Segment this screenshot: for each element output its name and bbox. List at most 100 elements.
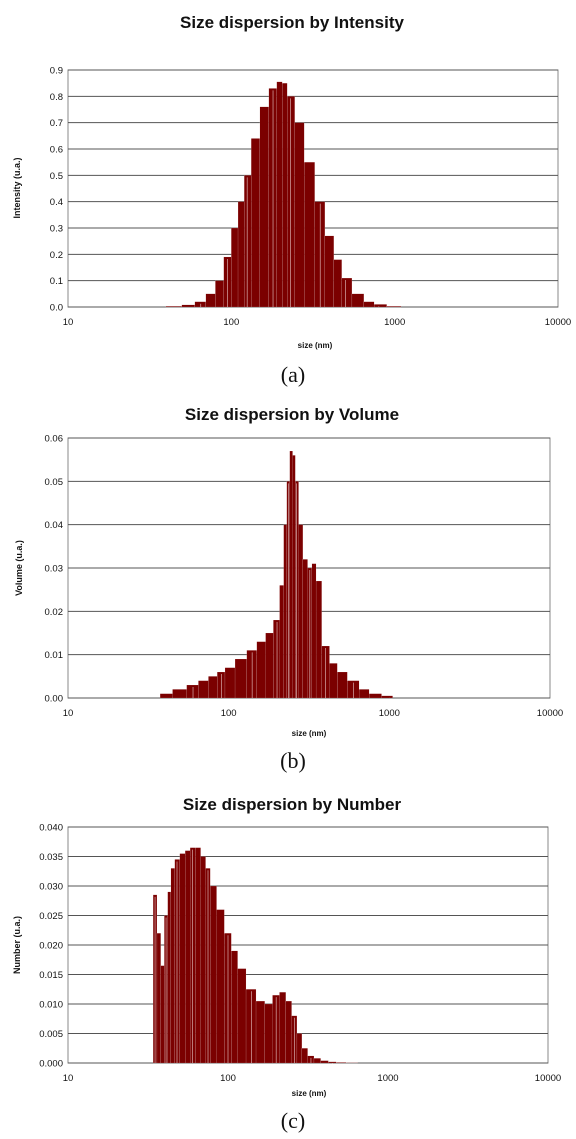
bar bbox=[245, 989, 257, 1064]
bar bbox=[336, 1062, 347, 1064]
bar bbox=[167, 891, 171, 1064]
y-tick-label: 0.030 bbox=[39, 882, 63, 893]
bar bbox=[315, 580, 322, 699]
bar bbox=[224, 667, 236, 699]
bar bbox=[314, 201, 325, 308]
y-tick-label: 0.020 bbox=[39, 941, 63, 952]
bar bbox=[179, 853, 186, 1064]
x-axis-label: size (nm) bbox=[292, 729, 327, 738]
y-tick-label: 0.1 bbox=[50, 276, 63, 287]
bar bbox=[170, 868, 175, 1064]
x-tick-label: 10000 bbox=[535, 1073, 561, 1084]
y-tick-label: 0.03 bbox=[45, 564, 64, 575]
bars bbox=[165, 81, 402, 308]
bar bbox=[333, 259, 342, 308]
y-tick-label: 0.9 bbox=[50, 66, 63, 77]
bar bbox=[285, 1000, 292, 1064]
bar bbox=[208, 676, 218, 699]
bar bbox=[231, 227, 239, 308]
bar bbox=[359, 689, 370, 699]
panel-label: (c) bbox=[281, 1108, 305, 1133]
x-tick-label: 1000 bbox=[379, 708, 400, 719]
bar bbox=[292, 455, 296, 699]
y-tick-label: 0.035 bbox=[39, 852, 63, 863]
chart-volume: Size dispersion by Volume 0.000.010.020.… bbox=[14, 405, 563, 773]
bar bbox=[165, 306, 182, 308]
y-tick-label: 0.02 bbox=[45, 607, 64, 618]
y-tick-label: 0.05 bbox=[45, 477, 64, 488]
bar bbox=[160, 693, 173, 699]
bar bbox=[283, 524, 287, 699]
y-tick-label: 0.040 bbox=[39, 823, 63, 834]
y-tick-label: 0.6 bbox=[50, 145, 63, 156]
bar bbox=[198, 680, 209, 699]
bar bbox=[296, 1033, 303, 1064]
bar bbox=[301, 1048, 308, 1064]
bar bbox=[386, 306, 402, 308]
bar bbox=[311, 563, 317, 699]
bar bbox=[302, 559, 308, 699]
bar bbox=[337, 671, 348, 699]
y-tick-label: 0.06 bbox=[45, 434, 64, 445]
y-tick-label: 0.8 bbox=[50, 92, 63, 103]
bar bbox=[185, 850, 191, 1064]
bar bbox=[256, 641, 266, 699]
bar bbox=[215, 280, 224, 308]
bar bbox=[181, 304, 195, 308]
bar bbox=[320, 1060, 329, 1064]
y-axis-label: Intensity (u.a.) bbox=[12, 157, 22, 218]
y-tick-label: 0.04 bbox=[45, 520, 64, 531]
x-tick-label: 10000 bbox=[545, 317, 571, 328]
bar bbox=[369, 693, 382, 699]
y-tick-label: 0.010 bbox=[39, 1000, 63, 1011]
panel-label: (a) bbox=[281, 362, 305, 387]
bar bbox=[231, 950, 238, 1064]
x-tick-label: 10 bbox=[63, 317, 74, 328]
bar bbox=[304, 162, 315, 308]
bar bbox=[294, 122, 305, 308]
gridlines bbox=[68, 826, 548, 1064]
x-tick-labels: 10 100 1000 10000 bbox=[63, 708, 564, 719]
bar bbox=[237, 968, 247, 1064]
bars bbox=[160, 450, 393, 699]
x-tick-label: 100 bbox=[221, 708, 237, 719]
bar bbox=[298, 524, 303, 699]
bar bbox=[279, 992, 286, 1064]
bar bbox=[289, 450, 293, 699]
bar bbox=[351, 293, 364, 308]
panel-label: (b) bbox=[280, 748, 306, 773]
y-tick-label: 0.00 bbox=[45, 694, 64, 705]
y-tick-label: 0.5 bbox=[50, 171, 63, 182]
chart-title: Size dispersion by Number bbox=[183, 795, 402, 814]
y-tick-label: 0.4 bbox=[50, 197, 63, 208]
bar bbox=[273, 619, 280, 699]
bar bbox=[381, 695, 393, 699]
y-tick-labels: 0.00 0.01 0.02 0.03 0.04 0.05 0.06 bbox=[45, 434, 64, 705]
x-axis-label: size (nm) bbox=[292, 1089, 327, 1098]
bar bbox=[255, 1000, 265, 1064]
bar bbox=[210, 885, 217, 1064]
bar bbox=[363, 301, 375, 308]
bar bbox=[234, 658, 247, 699]
x-tick-label: 1000 bbox=[384, 317, 405, 328]
y-tick-label: 0.0 bbox=[50, 303, 63, 314]
bar bbox=[156, 933, 161, 1064]
gridlines bbox=[68, 69, 558, 308]
bar bbox=[195, 847, 201, 1064]
bar bbox=[282, 83, 288, 308]
bar bbox=[287, 96, 295, 308]
x-axis-label: size (nm) bbox=[298, 341, 333, 350]
bar bbox=[341, 277, 353, 308]
y-tick-label: 0.005 bbox=[39, 1029, 63, 1040]
chart-intensity: Size dispersion by Intensity 0.00.10.20.… bbox=[12, 13, 571, 387]
bars bbox=[153, 847, 358, 1064]
bar bbox=[200, 856, 206, 1064]
bar bbox=[172, 689, 187, 699]
x-tick-label: 10 bbox=[63, 1073, 74, 1084]
y-tick-label: 0.3 bbox=[50, 224, 63, 235]
x-tick-label: 10000 bbox=[537, 708, 563, 719]
y-tick-labels: 0.0 0.1 0.2 0.3 0.4 0.5 0.6 0.7 0.8 0.9 bbox=[50, 66, 63, 314]
bar bbox=[186, 684, 199, 699]
y-tick-label: 0.025 bbox=[39, 911, 63, 922]
